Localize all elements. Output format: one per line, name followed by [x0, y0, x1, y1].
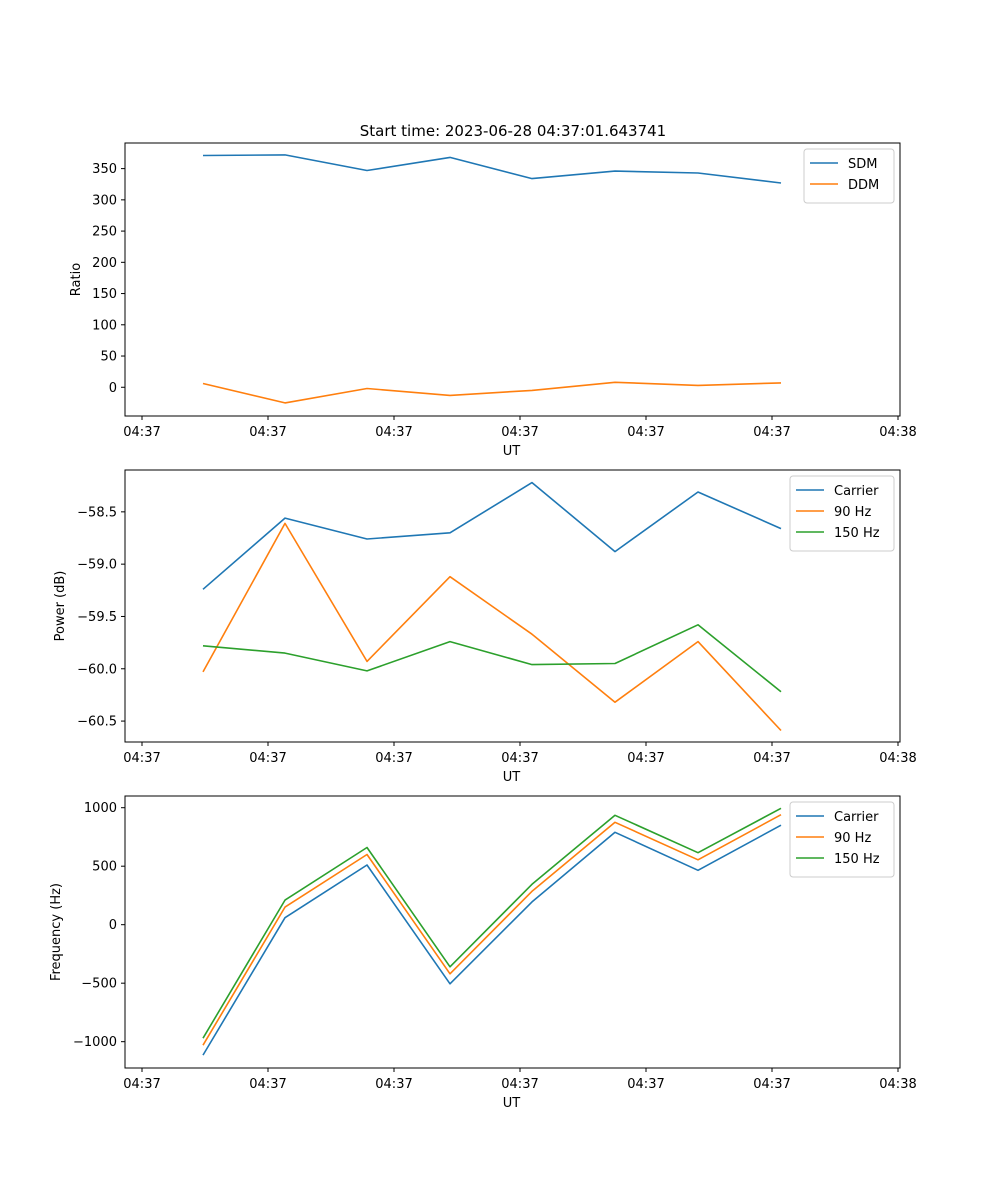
- x-axis-label: UT: [503, 1096, 521, 1111]
- series-line-150-hz: [202, 623, 782, 693]
- chart-panel-3: 04:37 04:37 04:37 04:37 04:37 04:37 04:38 UT 100…: [49, 795, 917, 1111]
- x-axis-label: UT: [503, 770, 521, 785]
- x-tick-label: 04:37: [375, 425, 412, 440]
- x-tick-label: 04:37: [249, 1077, 286, 1092]
- axes-frame: [124, 142, 901, 417]
- y-tick-label: 300: [92, 193, 117, 208]
- y-tick-label: −60.5: [77, 715, 117, 730]
- legend: SDM DDM: [803, 148, 895, 204]
- legend-label: 150 Hz: [834, 526, 880, 541]
- x-tick-label: 04:37: [375, 751, 412, 766]
- y-tick-label: 1000: [84, 801, 117, 816]
- legend-label: 90 Hz: [834, 831, 871, 846]
- y-tick-label: −59.5: [77, 610, 117, 625]
- y-tick-label: 100: [92, 318, 117, 333]
- x-tick-label: 04:37: [627, 751, 664, 766]
- legend-label: Carrier: [834, 810, 879, 825]
- x-tick-label: 04:37: [627, 425, 664, 440]
- x-tick-label: 04:37: [501, 751, 538, 766]
- y-axis-label: Power (dB): [53, 571, 68, 642]
- series-line-90-hz: [202, 813, 782, 1046]
- y-axis-label: Ratio: [69, 263, 84, 296]
- x-axis-label: UT: [503, 444, 521, 459]
- series-line-sdm: [202, 154, 782, 184]
- legend: Carrier 90 Hz 150 Hz: [789, 801, 895, 878]
- x-tick-label: 04:38: [879, 1077, 916, 1092]
- x-tick-label: 04:38: [879, 425, 916, 440]
- series-line-90-hz: [202, 522, 782, 732]
- legend: Carrier 90 Hz 150 Hz: [789, 475, 895, 552]
- legend-label: 150 Hz: [834, 852, 880, 867]
- x-tick-label: 04:37: [123, 425, 160, 440]
- y-tick-label: 50: [100, 350, 117, 365]
- y-tick-label: −60.0: [77, 662, 117, 677]
- y-tick-label: 500: [92, 860, 117, 875]
- y-tick-label: 250: [92, 225, 117, 240]
- figure-title: Start time: 2023-06-28 04:37:01.643741: [360, 122, 666, 140]
- legend-label: Carrier: [834, 484, 879, 499]
- series-line-ddm: [202, 381, 782, 404]
- series-line-150-hz: [202, 807, 782, 1039]
- x-tick-label: 04:37: [753, 1077, 790, 1092]
- y-tick-label: −500: [81, 977, 117, 992]
- axes-frame: [124, 795, 901, 1069]
- y-tick-label: −1000: [73, 1035, 117, 1050]
- x-tick-label: 04:37: [249, 751, 286, 766]
- x-tick-label: 04:37: [501, 1077, 538, 1092]
- y-tick-label: 0: [109, 918, 117, 933]
- chart-panel-1: 04:37 04:37 04:37 04:37 04:37 04:37 04:38 UT 0 50…: [69, 142, 917, 459]
- legend-label: 90 Hz: [834, 505, 871, 520]
- y-tick-label: 150: [92, 287, 117, 302]
- x-tick-label: 04:37: [123, 1077, 160, 1092]
- x-tick-label: 04:37: [501, 425, 538, 440]
- x-tick-label: 04:37: [123, 751, 160, 766]
- x-tick-label: 04:37: [753, 425, 790, 440]
- y-tick-label: 350: [92, 162, 117, 177]
- y-axis-label: Frequency (Hz): [49, 883, 64, 981]
- x-tick-label: 04:37: [375, 1077, 412, 1092]
- axes-frame: [124, 469, 901, 743]
- y-tick-label: 0: [109, 381, 117, 396]
- series-line-carrier: [202, 824, 782, 1056]
- y-tick-label: 200: [92, 256, 117, 271]
- x-tick-label: 04:37: [249, 425, 286, 440]
- legend-label: SDM: [848, 157, 877, 172]
- x-tick-label: 04:37: [627, 1077, 664, 1092]
- x-tick-label: 04:37: [753, 751, 790, 766]
- y-tick-label: −58.5: [77, 505, 117, 520]
- chart-panel-2: 04:37 04:37 04:37 04:37 04:37 04:37 04:38 UT −58…: [53, 469, 917, 785]
- x-tick-label: 04:38: [879, 751, 916, 766]
- legend-label: DDM: [848, 178, 879, 193]
- series-line-carrier: [202, 481, 782, 590]
- y-tick-label: −59.0: [77, 558, 117, 573]
